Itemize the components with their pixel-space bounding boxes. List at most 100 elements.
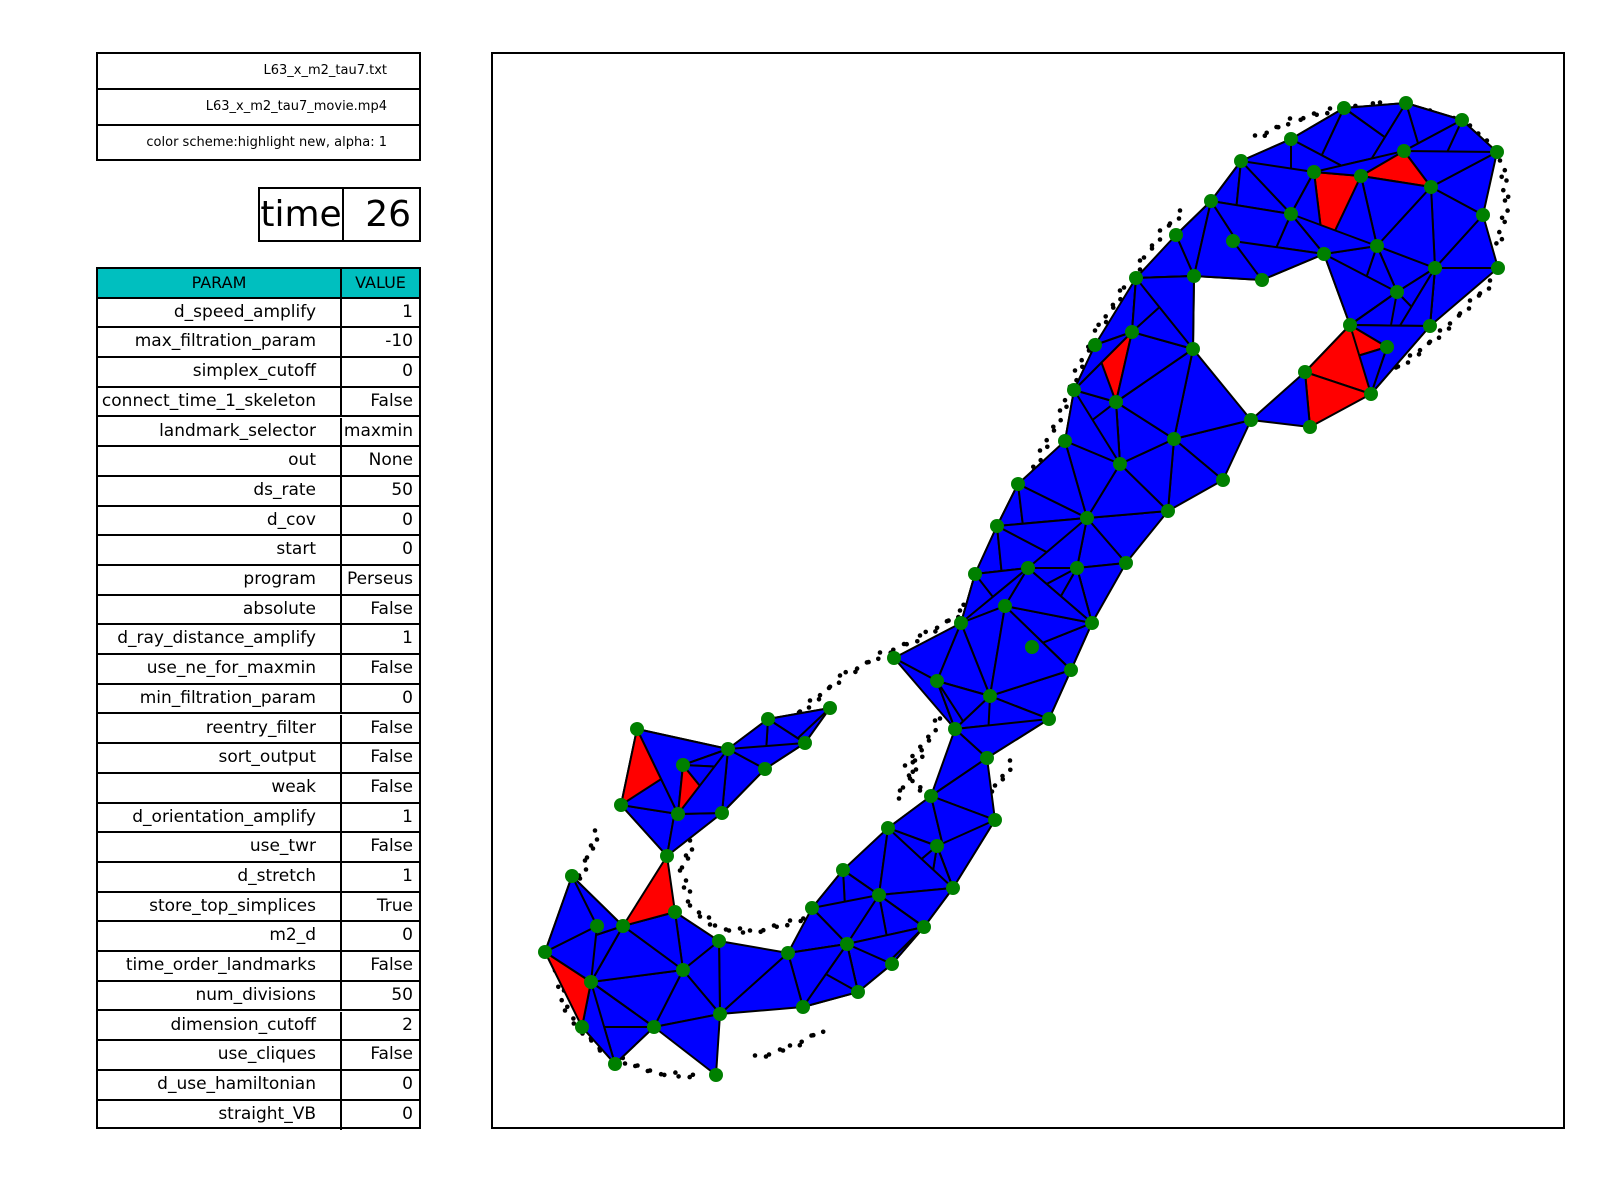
landmark-dot (954, 616, 968, 630)
landmark-dot (946, 881, 960, 895)
landmark-points (538, 96, 1505, 1082)
witness-dot (1096, 322, 1101, 328)
param-row: d_cov 0 (98, 506, 419, 537)
landmark-dot (1428, 261, 1442, 275)
witness-dot (737, 926, 743, 931)
landmark-dot (1187, 269, 1201, 283)
landmark-dot (1380, 340, 1394, 354)
param-row: out None (98, 447, 419, 477)
landmark-dot (930, 839, 944, 853)
landmark-dot (1284, 207, 1298, 221)
witness-dot (687, 903, 693, 908)
param-name: ds_rate (98, 476, 342, 505)
param-row: ds_rate 50 (98, 476, 419, 507)
witness-dot (907, 776, 913, 781)
witness-dot (687, 1074, 692, 1080)
witness-dot (787, 918, 793, 923)
landmark-dot (1169, 228, 1183, 242)
landmark-dot (1244, 413, 1258, 427)
landmark-dot (930, 674, 944, 688)
witness-dot (915, 639, 920, 644)
landmark-dot (1364, 387, 1378, 401)
witness-dot (1301, 115, 1306, 121)
witness-dot (1103, 314, 1108, 319)
landmark-dot (676, 963, 690, 977)
witness-dot (1416, 352, 1422, 357)
landmark-dot (1390, 285, 1404, 299)
witness-dot (826, 685, 832, 691)
param-value: 50 (391, 984, 413, 1005)
witness-dot (1499, 236, 1505, 242)
witness-dot (897, 788, 903, 793)
landmark-dot (614, 798, 628, 812)
landmark-dot (1186, 342, 1200, 356)
param-name: landmark_selector (98, 417, 342, 446)
simplex (544, 875, 598, 953)
landmark-dot (805, 901, 819, 915)
param-name: program (98, 566, 342, 594)
witness-dot (590, 846, 596, 851)
param-name: out (98, 447, 342, 475)
witness-dot (571, 1021, 577, 1026)
param-name: m2_d (98, 922, 342, 951)
param-name: d_stretch (98, 863, 342, 891)
witness-dot (1166, 223, 1172, 228)
data-file-name: L63_x_m2_tau7.txt (98, 54, 419, 90)
param-row: weak False (98, 773, 419, 804)
landmark-dot (1080, 511, 1094, 525)
witness-dot (1062, 397, 1068, 403)
witness-dot (877, 650, 883, 655)
witness-dot (1045, 444, 1050, 450)
param-name: straight_VB (98, 1100, 342, 1131)
landmark-dot (1119, 556, 1133, 570)
witness-dot (876, 656, 881, 662)
landmark-dot (715, 806, 729, 820)
witness-dot (1405, 360, 1411, 365)
witness-dot (919, 747, 924, 753)
witness-dot (1505, 208, 1510, 213)
param-value: None (368, 450, 413, 471)
param-row: use_twr False (98, 833, 419, 863)
landmark-dot (1058, 434, 1072, 448)
simplex (1376, 186, 1436, 269)
witness-dot (900, 785, 906, 790)
param-row: d_ray_distance_amplify 1 (98, 625, 419, 656)
landmark-dot (608, 1057, 622, 1071)
witness-dot (673, 1070, 678, 1075)
witness-dot (926, 734, 931, 740)
witness-dot (1497, 229, 1502, 235)
landmark-dot (1025, 640, 1039, 654)
witness-dot (1447, 321, 1453, 326)
witness-dot (1000, 773, 1005, 779)
witness-dot (837, 673, 843, 678)
param-name: d_cov (98, 506, 342, 535)
witness-dot (816, 697, 822, 702)
param-name: store_top_simplices (98, 892, 342, 921)
witness-dot (647, 1068, 653, 1073)
param-value: VALUE (355, 273, 406, 292)
witness-dot (1504, 178, 1509, 183)
witness-dot (1437, 328, 1443, 333)
witness-dot (910, 753, 915, 759)
witness-dot (957, 608, 963, 613)
witness-dot (683, 878, 689, 883)
param-name: d_orientation_amplify (98, 803, 342, 832)
witness-dot (766, 1052, 772, 1057)
witness-dot (1137, 267, 1143, 272)
param-name: use_cliques (98, 1041, 342, 1069)
landmark-dot (1067, 383, 1081, 397)
landmark-dot (1085, 616, 1099, 630)
witness-dot (934, 625, 940, 631)
landmark-dot (1125, 325, 1139, 339)
param-value: Perseus (346, 569, 413, 589)
witness-dot (1487, 278, 1493, 283)
witness-dot (712, 923, 718, 928)
witness-dot (592, 828, 598, 833)
witness-dot (685, 899, 691, 904)
param-row: min_filtration_param 0 (98, 684, 419, 715)
param-row: time_order_landmarks False (98, 952, 419, 982)
param-name: connect_time_1_skeleton (98, 387, 342, 416)
witness-dot (677, 868, 683, 873)
param-name: d_ray_distance_amplify (98, 625, 342, 654)
witness-dot (690, 1072, 696, 1078)
